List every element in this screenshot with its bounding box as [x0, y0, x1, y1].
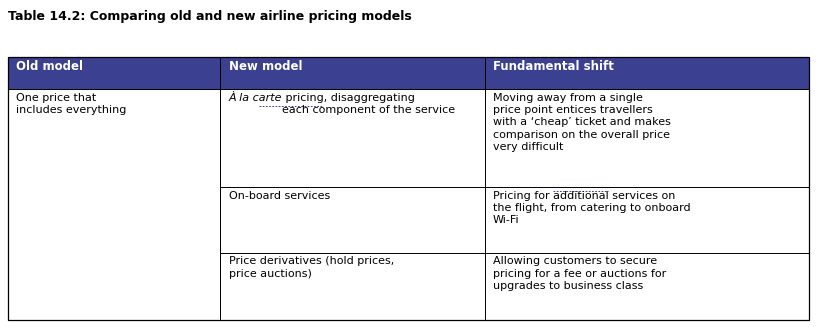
Bar [484, 187, 809, 253]
Text: One price that
includes everything: One price that includes everything [16, 93, 127, 115]
Bar [484, 57, 809, 89]
Text: Moving away from a single
price point entices travellers
with a ‘cheap’ ticket a: Moving away from a single price point en… [493, 93, 671, 152]
Bar [221, 57, 484, 89]
Text: Price derivatives (hold prices,
price auctions): Price derivatives (hold prices, price au… [229, 256, 394, 279]
Bar [484, 253, 809, 320]
Text: New model: New model [229, 60, 302, 74]
Bar [8, 57, 221, 89]
Text: On-board services: On-board services [229, 191, 330, 200]
Text: Fundamental shift: Fundamental shift [493, 60, 614, 74]
Bar [8, 89, 221, 320]
Text: Table 14.2: Comparing old and new airline pricing models: Table 14.2: Comparing old and new airlin… [8, 10, 412, 23]
Bar [221, 89, 484, 187]
Text: pricing, disaggregating
each component of the service: pricing, disaggregating each component o… [282, 93, 455, 115]
Bar [221, 187, 484, 253]
Bar [8, 57, 809, 320]
Bar [484, 89, 809, 187]
Bar [221, 253, 484, 320]
Text: Pricing for additional services on
the flight, from catering to onboard
Wi-Fi: Pricing for additional services on the f… [493, 191, 690, 225]
Text: Old model: Old model [16, 60, 83, 74]
Text: Allowing customers to secure
pricing for a fee or auctions for
upgrades to busin: Allowing customers to secure pricing for… [493, 256, 666, 291]
Text: À la carte: À la carte [229, 93, 282, 103]
